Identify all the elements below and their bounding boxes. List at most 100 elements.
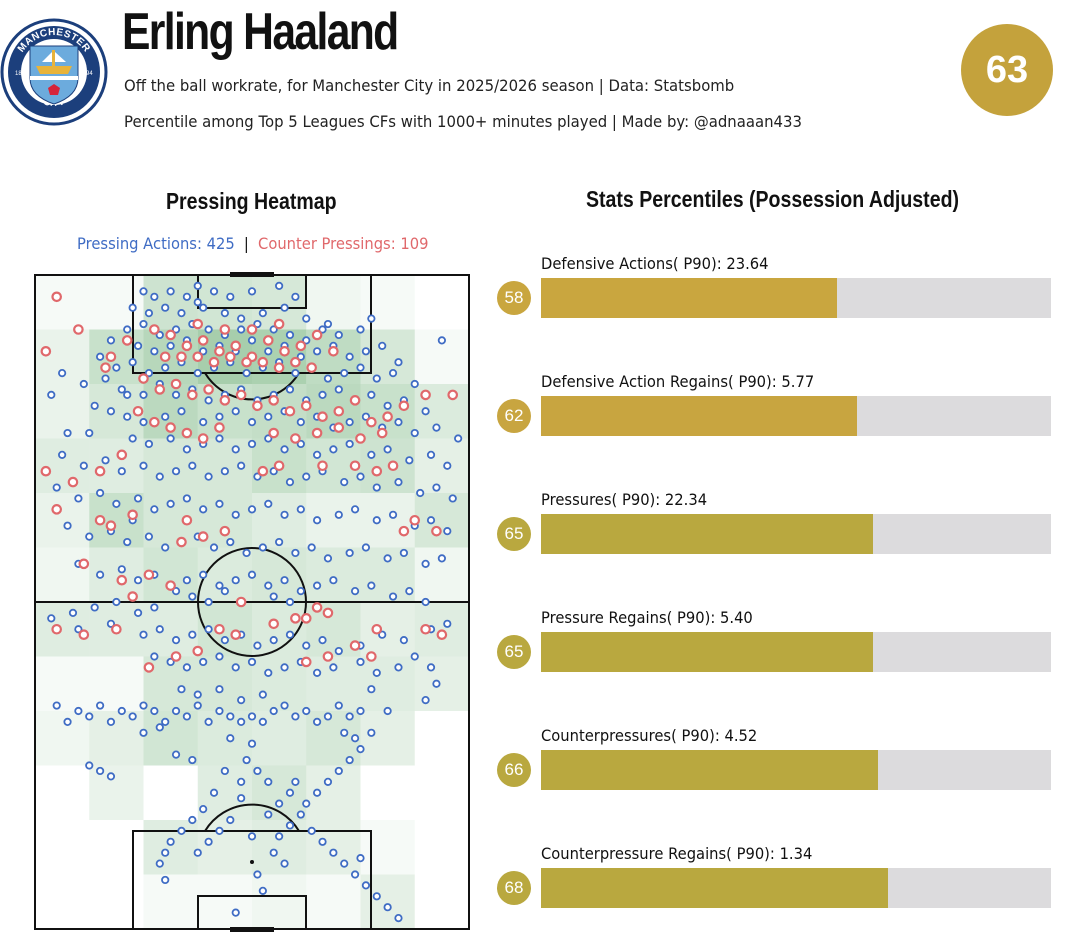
pressing-action-point (128, 434, 137, 443)
pressing-action-point (280, 445, 289, 454)
pressing-action-point (296, 586, 305, 596)
counter-pressing-point (387, 460, 399, 472)
counter-pressing-point (176, 536, 187, 548)
pressing-action-point (215, 826, 224, 836)
counter-pressings-markers (40, 291, 459, 673)
stat-row-pressures: Pressures( P90): 22.34 65 (497, 490, 1057, 580)
counter-pressing-point (197, 335, 209, 346)
pressing-action-point (133, 576, 143, 585)
counter-pressing-point (208, 356, 220, 368)
pressing-action-point (231, 576, 240, 585)
pressing-action-point (63, 521, 72, 530)
heatmap-cell (143, 275, 198, 330)
counter-pressing-point (349, 395, 361, 406)
pressing-action-point (161, 848, 170, 857)
counter-pressing-point (246, 324, 258, 335)
pressing-action-point (215, 685, 224, 694)
bottom-penalty-spot (250, 860, 254, 864)
counter-pressing-point (290, 356, 301, 368)
pressing-action-point (421, 407, 430, 416)
stat-label: Pressures( P90): 22.34 (541, 490, 708, 509)
counter-pressing-point (328, 346, 339, 357)
counter-pressing-point (203, 384, 214, 395)
pressing-action-point (323, 777, 333, 786)
pressing-action-point (340, 369, 349, 378)
pressing-action-point (96, 352, 105, 361)
pressing-action-point (432, 483, 441, 492)
pressing-action-point (177, 685, 186, 694)
stat-label: Counterpressures( P90): 4.52 (541, 726, 758, 745)
pressing-action-point (182, 576, 191, 585)
percentile-badge: 68 (497, 871, 531, 905)
pressing-action-point (106, 619, 116, 628)
counter-pressing-point (398, 525, 410, 537)
pressing-action-point (334, 510, 343, 519)
pressing-action-point (150, 706, 159, 716)
pressing-action-point (106, 772, 116, 781)
pressing-action-point (123, 325, 132, 334)
legend-separator: | (243, 234, 249, 253)
pressing-action-point (161, 363, 170, 372)
heatmap-cell (306, 275, 361, 330)
pressing-action-point (231, 663, 240, 672)
bar-track (541, 750, 1051, 790)
pressing-action-point (112, 597, 121, 607)
counter-pressing-point (431, 525, 442, 537)
pressing-action-point (264, 347, 273, 356)
pressing-action-point (220, 766, 229, 776)
heatmap-cell (197, 874, 252, 929)
top-penalty-arc (204, 372, 300, 401)
pressing-action-point (96, 701, 105, 710)
pressing-action-point (204, 625, 213, 634)
pressing-action-point (209, 543, 219, 552)
pressing-action-point (426, 663, 436, 672)
pressing-action-point (312, 581, 322, 590)
pressing-action-point (312, 516, 322, 525)
counter-pressing-point (187, 389, 198, 401)
counter-pressing-point (311, 329, 323, 341)
counter-pressing-point (149, 416, 160, 428)
pressing-action-point (280, 859, 289, 868)
pressing-action-point (247, 712, 257, 721)
pressing-action-point (291, 548, 300, 558)
pressing-action-point (139, 287, 148, 296)
pressing-action-point (226, 712, 235, 721)
heatmap-cell (143, 874, 198, 929)
pressing-action-point (128, 358, 137, 367)
pressing-action-point (372, 374, 381, 383)
counter-pressing-point (159, 351, 171, 363)
pressing-action-point (426, 450, 436, 459)
pressing-action-point (166, 837, 175, 846)
pressing-action-point (318, 390, 327, 400)
heatmap-title: Pressing Heatmap (166, 188, 337, 214)
counter-pressing-point (300, 613, 312, 624)
pressing-action-point (144, 309, 154, 318)
pressing-action-point (128, 303, 137, 312)
counter-pressing-point (333, 422, 345, 433)
counter-pressing-point (197, 433, 209, 444)
heatmap-cell (360, 329, 415, 384)
pressing-action-point (296, 418, 305, 427)
player-name: Erling Haaland (122, 3, 399, 61)
pressing-action-point (74, 706, 83, 716)
counter-pressing-point (268, 395, 279, 406)
bar-fill (541, 278, 837, 318)
pressing-action-point (253, 641, 262, 650)
pressing-action-point (182, 712, 191, 721)
pressing-action-point (269, 706, 278, 716)
heatmap-legend: Pressing Actions: 425 | Counter Pressings:… (77, 234, 428, 253)
pressing-action-point (334, 330, 343, 340)
pressing-action-point (264, 668, 273, 677)
counter-pressing-point (409, 514, 421, 526)
pressing-action-point (318, 325, 327, 334)
pressing-action-point (302, 314, 311, 323)
stat-label: Defensive Actions( P90): 23.64 (541, 254, 769, 273)
percentile-badge: 65 (497, 517, 531, 551)
pressing-action-point (410, 379, 419, 389)
counter-pressing-point (149, 324, 160, 335)
counter-pressing-point (214, 422, 225, 433)
pressing-action-point (106, 717, 116, 726)
pressing-action-point (226, 734, 235, 743)
pressing-action-point (378, 341, 387, 350)
pressing-action-point (253, 472, 262, 481)
